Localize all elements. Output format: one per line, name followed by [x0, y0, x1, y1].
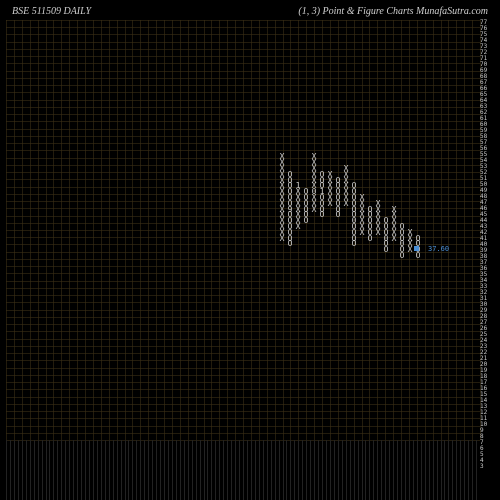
pnf-x-cell: X [342, 165, 350, 171]
pnf-o-cell: O [318, 171, 326, 177]
pnf-o-cell: O [286, 171, 294, 177]
pnf-x-cell: X [406, 229, 414, 235]
current-price-label: 37.60 [428, 245, 449, 253]
point-figure-columns: XXXXXXXXXXXXXXXOOOOOO9OOOOOOXXXXXXX1OOOO… [6, 20, 480, 440]
pnf-o-cell: O [334, 177, 342, 183]
pnf-x-cell: X [390, 206, 398, 212]
pnf-o-cell: O [414, 235, 422, 241]
pnf-o-cell: O [398, 223, 406, 229]
y-axis-tick: 3 [480, 464, 498, 470]
pnf-o-cell: O [382, 217, 390, 223]
pnf-x-cell: X [310, 153, 318, 159]
pnf-x-cell: X [278, 153, 286, 159]
pnf-x-cell: 1 [294, 182, 302, 188]
y-axis-labels: 7776757473727170696867666564636261605958… [480, 20, 498, 440]
pnf-o-cell: O [366, 206, 374, 212]
chart-header: BSE 511509 DAILY (1, 3) Point & Figure C… [0, 6, 500, 17]
pnf-x-cell: X [326, 171, 334, 177]
current-price-marker [414, 246, 419, 251]
pnf-o-cell: O [350, 182, 358, 188]
chart-area: XXXXXXXXXXXXXXXOOOOOO9OOOOOOXXXXXXX1OOOO… [6, 20, 480, 440]
pnf-x-cell: X [358, 194, 366, 200]
symbol-label: BSE 511509 DAILY [12, 6, 91, 17]
pnf-o-cell: O [302, 188, 310, 194]
pnf-x-cell: X [374, 200, 382, 206]
chart-type-label: (1, 3) Point & Figure Charts MunafaSutra… [298, 6, 488, 17]
bottom-hatching [6, 440, 480, 500]
